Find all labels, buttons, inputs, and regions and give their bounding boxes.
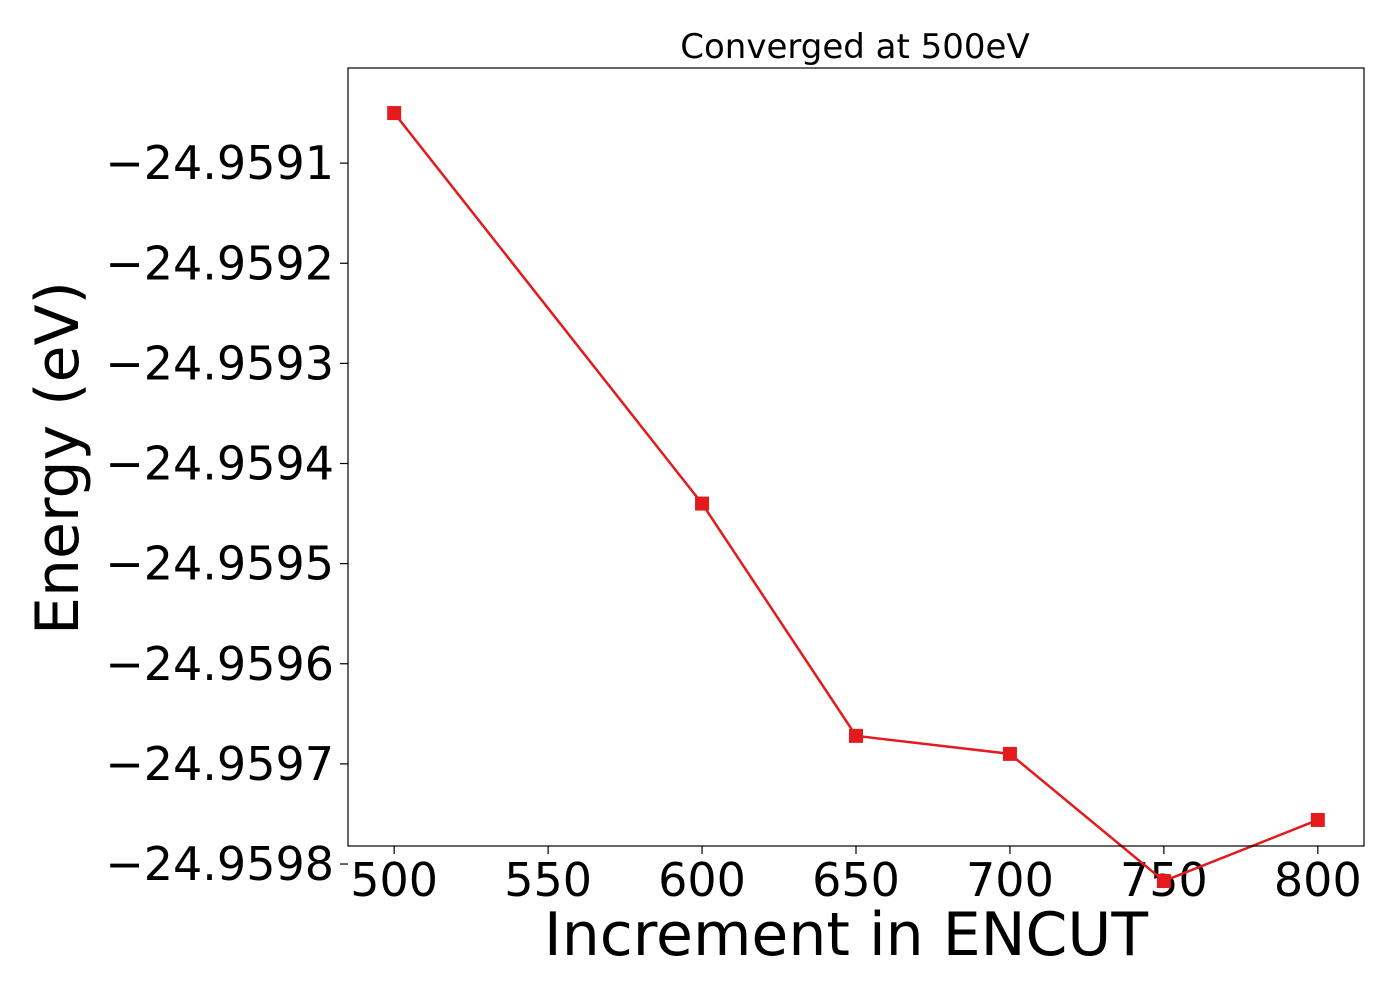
y-tick-label: −24.9593 [105,336,334,390]
chart-title: Converged at 500eV [680,27,1029,67]
data-point-marker [387,106,402,121]
y-axis-ticks: −24.9591 −24.9592 −24.9593 −24.9594 −24.9595… [105,136,348,891]
data-point-marker [1002,746,1017,761]
x-axis-label: Increment in ENCUT [544,900,1148,970]
x-tick-label: 550 [504,853,592,907]
plot-frame [347,67,1365,847]
x-tick-label: 800 [1274,853,1362,907]
data-point-marker [695,496,710,511]
x-tick-label: 650 [812,853,900,907]
x-tick-label: 600 [658,853,746,907]
data-point-marker [849,728,863,743]
y-tick-label: −24.9596 [105,637,334,691]
x-axis-ticks: 500550600650700750800 [350,846,1362,907]
series-layer [387,106,1325,889]
y-tick-label: −24.9594 [105,437,334,491]
y-tick-label: −24.9597 [105,737,334,791]
x-tick-label: 500 [350,853,438,907]
data-point-marker [1310,812,1325,827]
x-tick-label: 700 [966,853,1054,907]
series-line [393,112,1319,883]
y-tick-label: −24.9591 [105,136,334,190]
y-axis-label: Energy (eV) [23,281,93,635]
y-tick-label: −24.9595 [105,537,334,591]
data-point-marker [1156,874,1171,889]
y-tick-label: −24.9592 [105,236,334,290]
y-tick-label: −24.9598 [105,837,334,891]
